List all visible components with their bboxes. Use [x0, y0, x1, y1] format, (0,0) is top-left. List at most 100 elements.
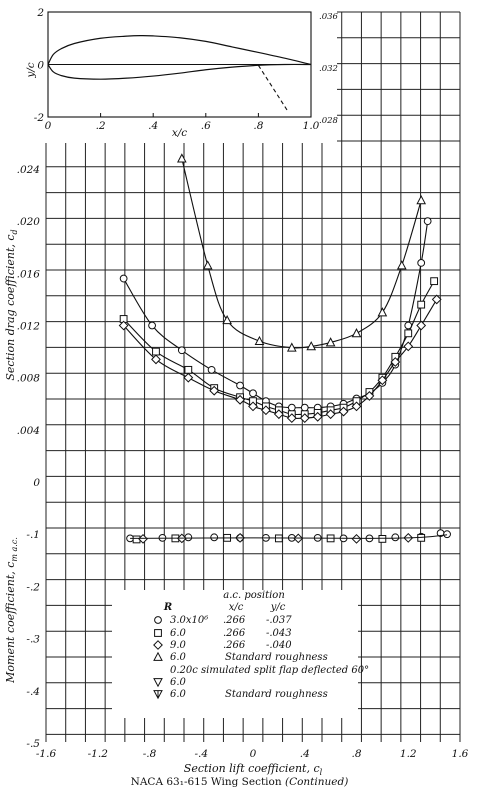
- x-tick-label: .8: [351, 748, 361, 760]
- legend-yc: -.037: [266, 615, 292, 626]
- legend-header-ac: a.c. position: [223, 590, 285, 601]
- airfoil-x-tick-label: .4: [148, 120, 158, 132]
- drag-point: [390, 357, 401, 367]
- drag-point: [404, 329, 413, 338]
- drag-tick-label: .020: [17, 216, 41, 228]
- moment-point: [443, 530, 451, 539]
- drag-point: [118, 320, 129, 331]
- lift-axis-title: Section lift coefficient, cl: [184, 762, 323, 777]
- drag-point: [377, 307, 388, 317]
- drag-point: [286, 342, 297, 352]
- x-tick-label: -.4: [194, 748, 208, 760]
- airfoil-y-tick-label: -2: [34, 112, 45, 124]
- drag-point: [300, 403, 309, 412]
- drag-point: [306, 341, 317, 351]
- drag-point: [430, 277, 439, 286]
- drag-point: [287, 403, 296, 412]
- legend: a.c. position R x/c y/c 3.0x10⁶ .266 -.037 6.0.…: [112, 590, 369, 718]
- legend-R: 6.0: [170, 677, 187, 688]
- legend-R: 3.0x10⁶: [170, 615, 208, 626]
- legend-xc: .266: [223, 640, 246, 651]
- drag-point: [416, 195, 427, 205]
- drag-tick-label: .024: [17, 164, 40, 176]
- drag-point: [325, 409, 336, 420]
- drag-tick-label: .004: [17, 425, 40, 437]
- moment-tick-label: -.3: [26, 634, 40, 646]
- drag-point: [364, 391, 375, 401]
- drag-point: [152, 347, 160, 356]
- moment-point: [351, 533, 362, 544]
- x-tick-label: 1.2: [400, 748, 417, 760]
- legend-col-yc: y/c: [270, 602, 286, 613]
- drag-point: [325, 337, 336, 347]
- drag-axis-subscript: d: [10, 229, 19, 234]
- caption-title: NACA 63₁-615 Wing Section: [130, 776, 282, 788]
- x-tick-label: .4: [300, 748, 310, 760]
- legend-marker: [154, 616, 162, 624]
- drag-curve: [123, 299, 438, 419]
- airfoil-upper-surface: [47, 34, 312, 66]
- legend-xc: Standard roughness: [225, 689, 328, 700]
- moment-tick-label: -.4: [26, 686, 40, 698]
- drag-point: [338, 406, 349, 417]
- drag-point: [177, 153, 187, 163]
- drag-point: [177, 346, 186, 355]
- drag-point: [417, 300, 426, 309]
- moment-point: [391, 533, 400, 542]
- series-2: [118, 294, 442, 544]
- split-flap-dashed: [257, 64, 288, 111]
- moment-tick-label: -.5: [26, 738, 40, 750]
- legend-marker: [153, 640, 163, 650]
- moment-tick-label: -.2: [26, 581, 40, 593]
- drag-point: [222, 315, 232, 325]
- airfoil-x-tick-label: .8: [253, 120, 263, 132]
- drag-point: [236, 381, 244, 390]
- drag-tick-label: .008: [17, 373, 41, 385]
- airfoil-y-tick-label: 2: [36, 7, 44, 19]
- legend-xc: Standard roughness: [225, 652, 328, 663]
- legend-note: 0.20c simulated split flap deflected 60°: [170, 665, 369, 676]
- airfoil-right-tick-label: .036: [319, 12, 339, 22]
- drag-point: [286, 413, 297, 424]
- airfoil-y-label: y/c: [25, 62, 37, 78]
- x-tick-label: -1.2: [88, 748, 109, 760]
- drag-point: [207, 365, 216, 374]
- lift-axis-subscript: l: [320, 768, 323, 777]
- drag-point: [423, 217, 432, 226]
- moment-tick-label: -.1: [26, 529, 40, 541]
- figure-caption: NACA 63₁-615 Wing Section (Continued): [0, 776, 479, 788]
- legend-R: 6.0: [170, 628, 187, 639]
- moment-axis-title: Moment coefficient, cm a.c.: [4, 537, 19, 684]
- x-tick-label: 0: [250, 748, 257, 760]
- drag-point: [184, 365, 193, 374]
- legend-marker: [153, 651, 163, 661]
- drag-point: [396, 260, 407, 270]
- drag-point: [183, 372, 194, 383]
- moment-point: [138, 533, 148, 544]
- drag-tick-label: .012: [17, 321, 41, 333]
- legend-R: 9.0: [170, 640, 187, 651]
- drag-curve: [181, 158, 422, 349]
- airfoil-x-tick-label: 0: [45, 120, 52, 132]
- x-tick-label: -.8: [143, 748, 157, 760]
- drag-point: [417, 259, 426, 267]
- drag-point: [377, 375, 388, 386]
- legend-R: 6.0: [170, 689, 187, 700]
- moment-point: [378, 534, 387, 543]
- drag-point: [151, 354, 161, 365]
- airfoil-right-tick-label: .028: [319, 116, 339, 126]
- drag-point: [209, 385, 220, 396]
- drag-point: [299, 413, 310, 424]
- drag-axis-title: Section drag coefficient, cd: [4, 229, 19, 380]
- drag-point: [119, 274, 128, 283]
- drag-point: [148, 321, 156, 330]
- drag-point: [202, 260, 213, 270]
- drag-point: [254, 335, 265, 346]
- x-tick-label: 1.6: [452, 748, 469, 760]
- airfoil-x-tick-label: 1.0: [303, 120, 320, 132]
- drag-point: [273, 409, 284, 420]
- x-tick-label: -1.6: [36, 748, 57, 760]
- airfoil-y-tick-label: 0: [37, 60, 44, 72]
- drag-point: [261, 405, 271, 416]
